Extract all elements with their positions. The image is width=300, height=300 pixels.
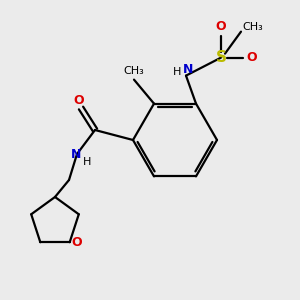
Text: H: H xyxy=(173,67,181,76)
Text: N: N xyxy=(183,63,193,76)
Text: O: O xyxy=(247,51,257,64)
Text: N: N xyxy=(71,148,81,161)
Text: O: O xyxy=(216,20,226,33)
Text: O: O xyxy=(74,94,84,106)
Text: CH₃: CH₃ xyxy=(124,66,144,76)
Text: CH₃: CH₃ xyxy=(243,22,263,32)
Text: S: S xyxy=(215,50,226,65)
Text: O: O xyxy=(71,236,82,249)
Text: H: H xyxy=(83,157,91,167)
